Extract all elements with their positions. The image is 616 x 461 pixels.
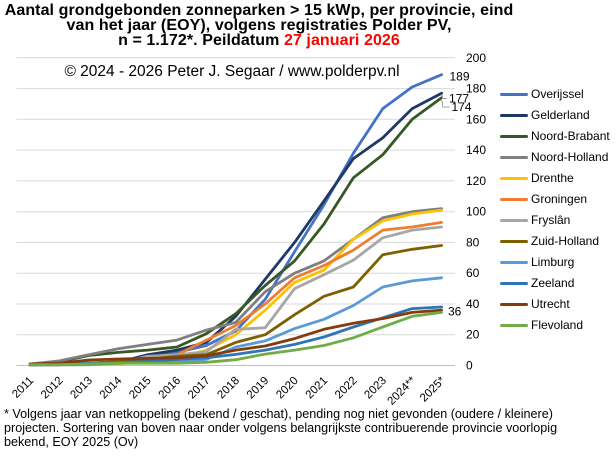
svg-text:2020: 2020 [274, 375, 301, 402]
svg-text:174: 174 [452, 100, 472, 114]
svg-text:2023: 2023 [362, 375, 389, 402]
svg-text:2012: 2012 [39, 375, 66, 402]
svg-text:200: 200 [466, 51, 486, 65]
svg-text:160: 160 [466, 112, 486, 126]
svg-text:60: 60 [466, 266, 480, 280]
svg-text:2017: 2017 [186, 375, 213, 402]
svg-text:140: 140 [466, 143, 486, 157]
svg-text:2013: 2013 [68, 375, 95, 402]
svg-text:80: 80 [466, 235, 480, 249]
svg-text:120: 120 [466, 174, 486, 188]
svg-text:2021: 2021 [304, 375, 331, 402]
svg-text:2015: 2015 [127, 375, 154, 402]
svg-text:2018: 2018 [215, 375, 242, 402]
svg-text:189: 189 [450, 70, 470, 84]
svg-text:2024**: 2024** [386, 374, 419, 407]
svg-text:177: 177 [449, 92, 469, 106]
svg-text:2022: 2022 [333, 375, 360, 402]
svg-text:2016: 2016 [157, 375, 184, 402]
svg-text:2019: 2019 [245, 375, 272, 402]
svg-text:40: 40 [466, 297, 480, 311]
svg-text:2025*: 2025* [418, 374, 448, 404]
svg-text:36: 36 [448, 305, 462, 319]
svg-text:2014: 2014 [98, 374, 125, 401]
svg-text:100: 100 [466, 205, 486, 219]
svg-text:20: 20 [466, 328, 480, 342]
svg-text:180: 180 [466, 82, 486, 96]
svg-text:0: 0 [466, 359, 473, 373]
svg-text:2011: 2011 [10, 375, 36, 401]
